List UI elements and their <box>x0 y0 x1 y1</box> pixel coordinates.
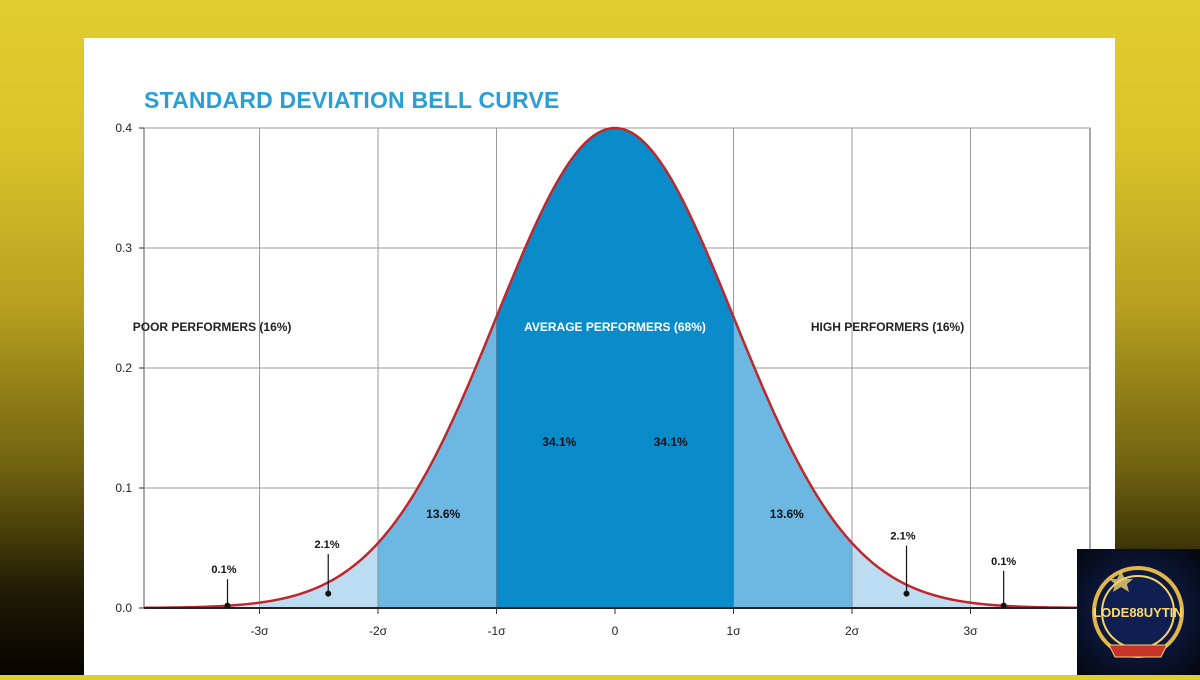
x-tick-label: 3σ <box>963 624 978 638</box>
tail-percent-label: 0.1% <box>991 556 1016 568</box>
logo-image: LODE88UYTIN <box>1092 566 1184 658</box>
bell-curve-line <box>143 126 1091 610</box>
y-tick-label: 0.2 <box>115 361 132 375</box>
region-percent-label: 13.6% <box>770 507 804 521</box>
x-tick-label: -3σ <box>250 624 269 638</box>
x-tick-label: 2σ <box>845 624 860 638</box>
group-label: HIGH PERFORMERS (16%) <box>811 320 964 334</box>
tail-percent-label: 2.1% <box>890 531 915 543</box>
region-percent-label: 34.1% <box>542 435 576 449</box>
tail-percent-label: 2.1% <box>315 539 340 551</box>
logo-badge: LODE88UYTIN <box>1077 549 1200 675</box>
chart-title: STANDARD DEVIATION BELL CURVE <box>144 87 560 113</box>
region-percent-label: 34.1% <box>654 435 688 449</box>
region-4 <box>259 543 378 608</box>
group-label-bg <box>512 317 718 336</box>
x-tick-label: 0 <box>612 624 619 638</box>
tail-pointer-dot <box>224 602 231 609</box>
group-label: AVERAGE PERFORMERS (68%) <box>524 320 706 334</box>
tail-pointer-dot <box>1000 602 1007 609</box>
tail-pointer-dot <box>325 590 332 597</box>
region-5 <box>852 543 971 608</box>
y-tick-label: 0.3 <box>115 241 132 255</box>
y-tick-label: 0.1 <box>115 481 132 495</box>
y-tick-label: 0.4 <box>115 121 132 135</box>
x-tick-label: 1σ <box>726 624 741 638</box>
x-tick-label: -1σ <box>487 624 506 638</box>
region-7 <box>970 602 1066 608</box>
region-percent-label: 13.6% <box>426 507 460 521</box>
logo-text: LODE88UYTIN <box>1093 605 1183 620</box>
x-tick-label: -2σ <box>369 624 388 638</box>
tail-pointer-dot <box>903 590 910 597</box>
tail-percent-label: 0.1% <box>211 564 236 576</box>
group-label: POOR PERFORMERS (16%) <box>133 320 292 334</box>
y-tick-label: 0.0 <box>115 601 132 615</box>
